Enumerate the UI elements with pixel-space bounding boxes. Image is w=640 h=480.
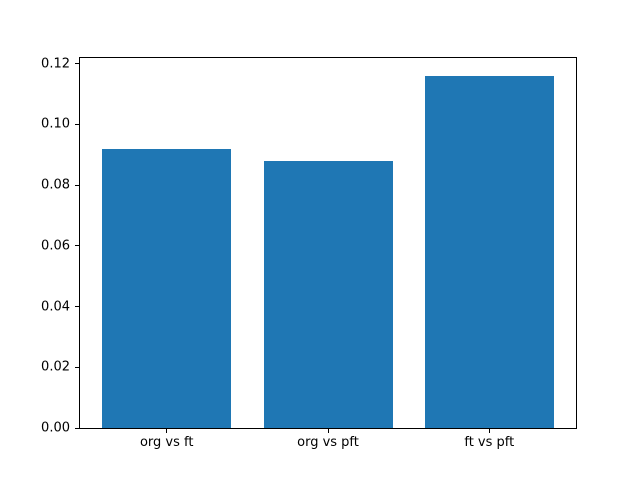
bar-org-vs-ft — [102, 148, 232, 428]
y-tick-label: 0.08 — [41, 177, 70, 193]
y-tick-mark — [75, 427, 80, 429]
y-tick-label: 0.02 — [41, 359, 70, 375]
y-tick-label: 0.12 — [41, 56, 70, 71]
y-tick-mark — [75, 366, 80, 368]
y-tick-mark — [75, 184, 80, 186]
x-tick-label-ft-vs-pft: ft vs pft — [464, 435, 515, 450]
x-tick-mark — [488, 428, 490, 433]
y-tick-mark — [75, 63, 80, 64]
y-tick-label: 0.06 — [41, 238, 70, 254]
bar-org-vs-pft — [263, 160, 393, 428]
y-tick-label: 0.04 — [41, 299, 70, 314]
y-tick-mark — [75, 306, 80, 307]
y-tick-label: 0.00 — [41, 420, 70, 436]
y-tick-label: 0.10 — [41, 116, 70, 132]
x-tick-mark — [327, 428, 329, 433]
plot-area — [79, 57, 577, 429]
x-tick-mark — [166, 428, 168, 433]
y-tick-mark — [75, 245, 80, 247]
x-tick-label-org-vs-pft: org vs pft — [297, 435, 359, 450]
y-tick-mark — [75, 123, 80, 125]
x-tick-label-org-vs-ft: org vs ft — [139, 435, 194, 450]
bar-ft-vs-pft — [424, 75, 554, 428]
